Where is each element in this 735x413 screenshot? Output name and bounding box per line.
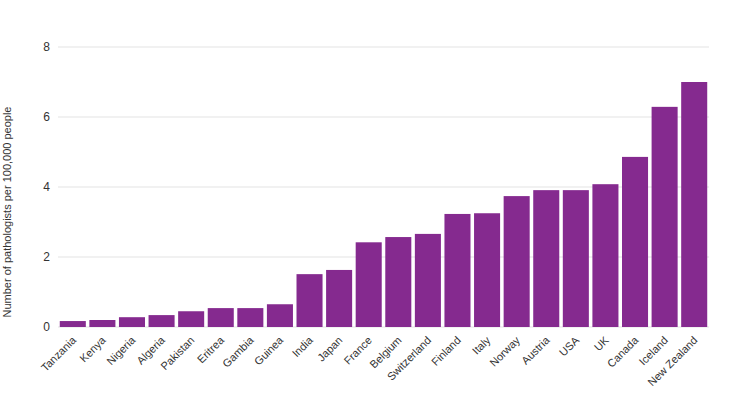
grid-line — [58, 117, 709, 118]
x-tick-label: Kenya — [77, 333, 108, 364]
bar — [237, 308, 263, 327]
chart: 0 2 4 6 8 Number of pathologists per 100,000 … — [0, 0, 735, 413]
x-tick-label: Austria — [519, 333, 552, 366]
bar — [149, 315, 175, 327]
chart-container: 0 2 4 6 8 Number of pathologists per 100,000 … — [0, 0, 735, 413]
bar — [267, 304, 293, 327]
bar — [592, 184, 618, 327]
y-tick-label: 8 — [43, 40, 50, 54]
x-tick-label: New Zealand — [645, 334, 699, 388]
y-tick-label: 2 — [43, 250, 50, 264]
bar — [326, 270, 352, 327]
x-tick-label: Norway — [487, 334, 522, 369]
bar — [652, 107, 678, 327]
x-tick-label: Canada — [605, 333, 641, 369]
x-tick-label: Guinea — [252, 333, 286, 367]
x-tick-label: USA — [557, 333, 582, 358]
bar — [385, 237, 411, 327]
bar — [60, 321, 86, 327]
y-tick-label: 6 — [43, 110, 50, 124]
y-axis-title: Number of pathologists per 100,000 peopl… — [1, 107, 13, 318]
bar — [444, 214, 470, 327]
grid-line — [58, 47, 709, 48]
x-tick-label: India — [290, 333, 316, 359]
y-tick-label: 0 — [43, 320, 50, 334]
x-tick-label: Italy — [470, 334, 493, 357]
bar — [504, 196, 530, 327]
x-tick-label: Gambia — [220, 333, 256, 369]
y-tick-label: 4 — [43, 180, 50, 194]
bar — [563, 190, 589, 327]
bars — [60, 82, 707, 327]
bar — [297, 274, 323, 327]
bar — [622, 157, 648, 327]
bar — [178, 311, 204, 327]
grid — [58, 47, 709, 327]
x-tick-label: Pakistan — [158, 334, 196, 372]
bar — [474, 213, 500, 327]
bar — [208, 308, 234, 327]
bar — [681, 82, 707, 327]
x-tick-label: Switzerland — [385, 334, 434, 383]
bar — [356, 242, 382, 327]
x-tick-label: UK — [592, 333, 612, 353]
x-tick-label: Tanzania — [39, 333, 79, 373]
x-tick-label: Japan — [315, 334, 345, 364]
x-tick-label: Finland — [429, 334, 463, 368]
bar — [415, 234, 441, 327]
bar — [89, 320, 115, 327]
bar — [119, 317, 145, 327]
bar — [533, 190, 559, 327]
x-tick-label: Nigeria — [104, 333, 138, 367]
